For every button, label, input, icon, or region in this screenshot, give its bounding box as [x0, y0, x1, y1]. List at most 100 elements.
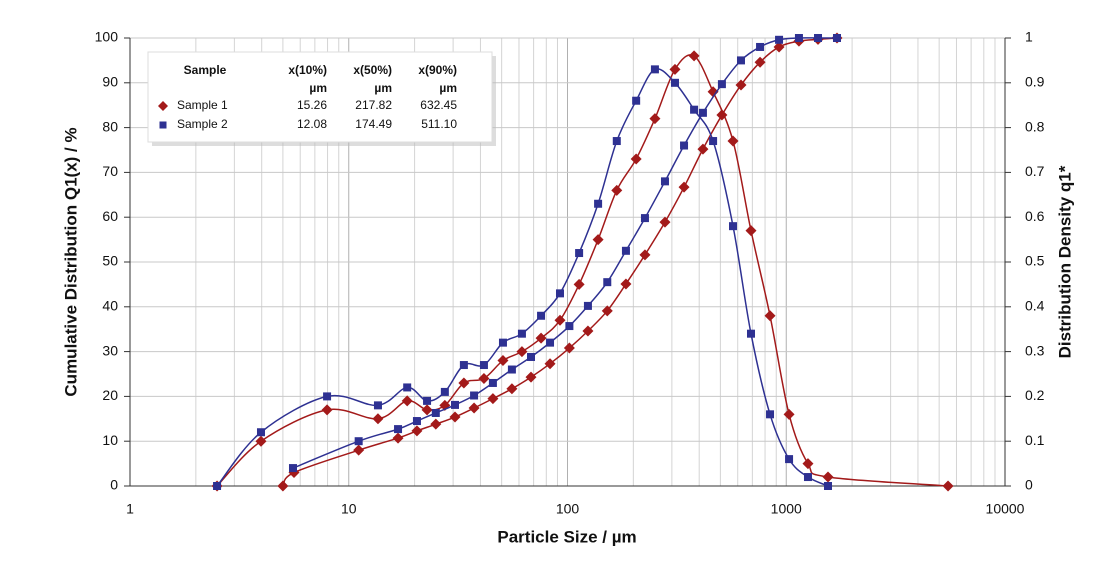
marker	[735, 79, 747, 91]
marker	[544, 358, 556, 370]
marker	[639, 249, 651, 261]
marker	[537, 311, 546, 320]
marker	[525, 371, 537, 383]
legend-header: x(50%)	[353, 63, 392, 77]
marker	[669, 63, 681, 75]
legend: Sample x(10%) x(50%) x(90%) µm µm µm Sample 1 15…	[147, 51, 496, 146]
y2-tick-label: 0.6	[1025, 208, 1045, 224]
legend-stat: 15.26	[297, 98, 327, 112]
marker	[583, 301, 592, 310]
marker	[323, 392, 332, 401]
marker	[430, 418, 442, 430]
legend-marker	[158, 101, 168, 111]
legend-header: x(90%)	[418, 63, 457, 77]
marker	[535, 332, 547, 344]
marker	[373, 401, 382, 410]
density-line	[216, 68, 829, 487]
y-tick-label: 20	[102, 387, 118, 403]
legend-stat: 12.08	[297, 117, 327, 131]
marker	[563, 342, 575, 354]
y2-tick-label: 0.7	[1025, 163, 1045, 179]
marker	[754, 56, 766, 68]
marker	[794, 34, 803, 42]
marker	[458, 377, 470, 389]
marker	[516, 346, 528, 358]
marker	[440, 387, 449, 396]
marker	[707, 86, 719, 98]
y-axis-title: Cumulative Distribution Q1(x) / %	[61, 127, 80, 396]
y-tick-label: 0	[110, 477, 118, 493]
marker	[517, 329, 526, 338]
marker	[632, 96, 641, 105]
marker	[729, 222, 738, 231]
marker	[814, 34, 823, 42]
marker	[716, 109, 728, 121]
legend-label: Sample 1	[177, 98, 228, 112]
legend-stat: 217.82	[355, 98, 392, 112]
marker	[745, 225, 757, 237]
legend-unit: µm	[439, 81, 457, 95]
legend-label: Sample 2	[177, 117, 228, 131]
marker	[555, 289, 564, 298]
marker	[802, 458, 814, 470]
x-tick-label: 1	[126, 501, 134, 517]
marker	[773, 41, 785, 53]
marker	[690, 105, 699, 114]
marker	[736, 56, 745, 65]
y-tick-label: 30	[102, 342, 118, 358]
y2-tick-label: 0.8	[1025, 118, 1045, 134]
marker	[670, 78, 679, 87]
marker	[594, 199, 603, 208]
legend-header: Sample	[184, 63, 227, 77]
legend-unit: µm	[374, 81, 392, 95]
marker	[582, 325, 594, 337]
y2-axis-title: Distribution Density q1*	[1055, 165, 1074, 358]
marker	[554, 314, 566, 326]
legend-stat: 511.10	[421, 117, 457, 131]
marker	[498, 338, 507, 347]
marker	[506, 383, 518, 395]
legend-marker	[159, 121, 167, 129]
marker	[764, 310, 776, 322]
marker	[565, 322, 574, 331]
marker	[392, 432, 404, 444]
legend-header: x(10%)	[288, 63, 327, 77]
marker	[507, 365, 516, 374]
marker	[421, 404, 433, 416]
x-tick-label: 10	[341, 501, 357, 517]
y-tick-label: 60	[102, 208, 118, 224]
marker	[256, 428, 265, 437]
marker	[401, 395, 413, 407]
marker	[354, 437, 363, 446]
marker	[277, 480, 289, 492]
marker	[824, 482, 833, 490]
marker	[659, 216, 671, 228]
marker	[449, 411, 461, 423]
x-axis-title: Particle Size / µm	[497, 527, 636, 546]
marker	[650, 65, 659, 74]
marker	[487, 393, 499, 405]
legend-stat: 632.45	[420, 98, 457, 112]
marker	[611, 184, 623, 196]
marker	[372, 413, 384, 425]
legend-stat: 174.49	[355, 117, 392, 131]
y2-tick-label: 0.1	[1025, 432, 1045, 448]
marker	[288, 464, 297, 473]
marker	[660, 177, 669, 186]
marker	[766, 410, 775, 419]
y2-tick-label: 0.5	[1025, 253, 1045, 269]
marker	[488, 378, 497, 387]
x-tick-label: 10000	[986, 501, 1025, 517]
marker	[573, 278, 585, 290]
marker	[431, 408, 440, 417]
y-tick-label: 50	[102, 253, 118, 269]
marker	[688, 50, 700, 62]
marker	[592, 234, 604, 246]
marker	[746, 329, 755, 338]
x-tick-label: 1000	[771, 501, 802, 517]
marker	[527, 352, 536, 361]
y-tick-label: 100	[95, 29, 119, 45]
marker	[575, 249, 584, 258]
marker	[630, 153, 642, 165]
